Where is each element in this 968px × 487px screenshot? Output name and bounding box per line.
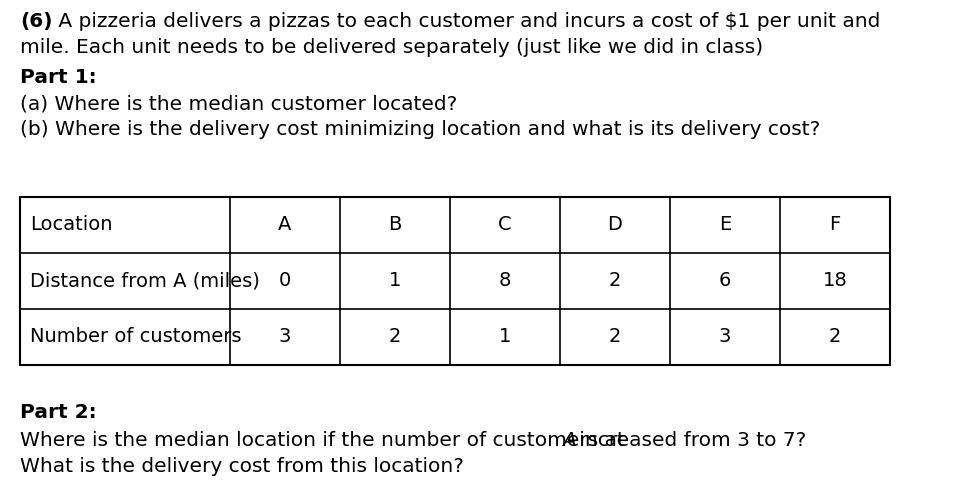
Text: (a) Where is the median customer located?: (a) Where is the median customer located… xyxy=(20,94,457,113)
Text: 2: 2 xyxy=(609,327,621,346)
Text: A: A xyxy=(562,431,576,450)
Text: Where is the median location if the number of customers at: Where is the median location if the numb… xyxy=(20,431,631,450)
Text: What is the delivery cost from this location?: What is the delivery cost from this loca… xyxy=(20,457,464,476)
Text: 2: 2 xyxy=(829,327,841,346)
Text: A: A xyxy=(279,216,291,235)
Text: Part 1:: Part 1: xyxy=(20,68,97,87)
Text: C: C xyxy=(499,216,512,235)
Text: Part 2:: Part 2: xyxy=(20,403,97,422)
Text: 8: 8 xyxy=(499,271,511,291)
Text: 1: 1 xyxy=(499,327,511,346)
Text: 3: 3 xyxy=(719,327,731,346)
Text: 1: 1 xyxy=(389,271,401,291)
Text: E: E xyxy=(719,216,731,235)
Text: mile. Each unit needs to be delivered separately (just like we did in class): mile. Each unit needs to be delivered se… xyxy=(20,38,763,57)
Text: Number of customers: Number of customers xyxy=(30,327,241,346)
Text: B: B xyxy=(388,216,402,235)
Text: 2: 2 xyxy=(609,271,621,291)
Text: 3: 3 xyxy=(279,327,291,346)
Text: Distance from A (miles): Distance from A (miles) xyxy=(30,271,259,291)
Text: increased from 3 to 7?: increased from 3 to 7? xyxy=(573,431,806,450)
Text: 6: 6 xyxy=(719,271,731,291)
Text: Location: Location xyxy=(30,216,112,235)
Text: 2: 2 xyxy=(389,327,401,346)
Text: D: D xyxy=(608,216,622,235)
Text: A pizzeria delivers a pizzas to each customer and incurs a cost of $1 per unit a: A pizzeria delivers a pizzas to each cus… xyxy=(52,12,880,31)
Bar xyxy=(20,197,890,365)
Text: 0: 0 xyxy=(279,271,291,291)
Text: (6): (6) xyxy=(20,12,52,31)
Text: F: F xyxy=(830,216,840,235)
Text: (b) Where is the delivery cost minimizing location and what is its delivery cost: (b) Where is the delivery cost minimizin… xyxy=(20,120,820,139)
Text: 18: 18 xyxy=(823,271,847,291)
